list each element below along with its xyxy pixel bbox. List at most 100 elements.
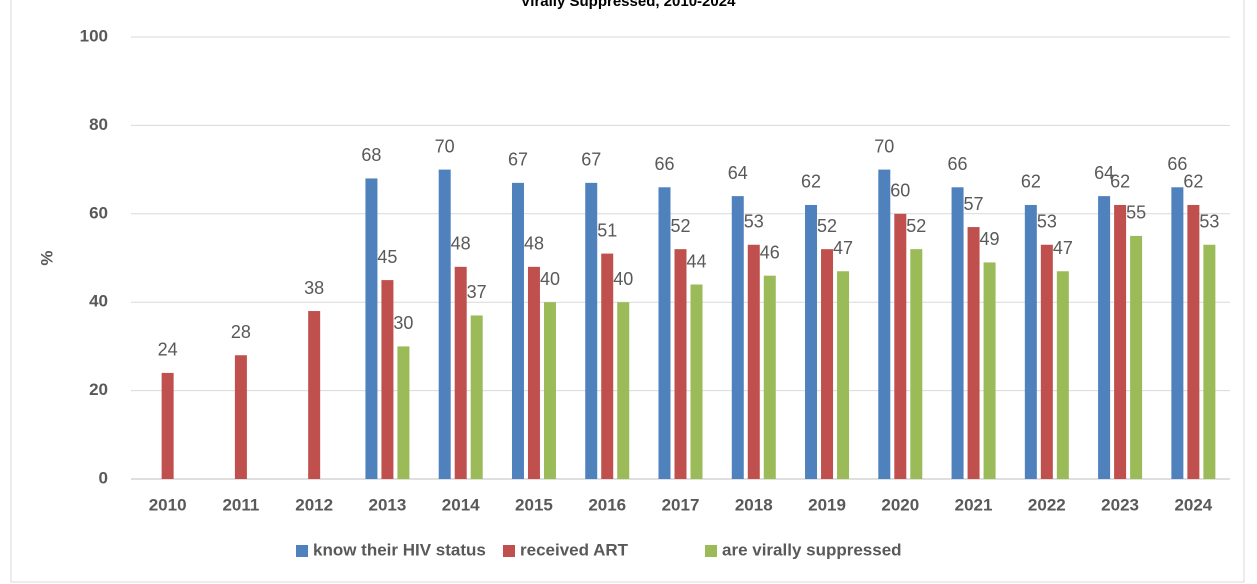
y-axis-label: % bbox=[37, 250, 56, 265]
bar bbox=[543, 302, 556, 479]
legend-swatch bbox=[705, 545, 717, 557]
bar bbox=[1040, 244, 1053, 479]
data-label: 38 bbox=[304, 278, 324, 298]
data-label: 40 bbox=[540, 269, 560, 289]
data-label: 49 bbox=[980, 229, 1000, 249]
bar bbox=[1024, 204, 1037, 479]
data-label: 24 bbox=[158, 340, 178, 360]
data-label: 55 bbox=[1126, 203, 1146, 223]
x-tick-label: 2010 bbox=[149, 495, 187, 514]
y-tick-label: 100 bbox=[80, 26, 108, 45]
data-label: 52 bbox=[906, 216, 926, 236]
data-label: 68 bbox=[361, 145, 381, 165]
y-tick-label: 60 bbox=[89, 203, 108, 222]
bar bbox=[381, 280, 394, 479]
bar bbox=[731, 196, 744, 479]
data-label: 53 bbox=[744, 211, 764, 231]
bar bbox=[511, 182, 524, 480]
bar bbox=[983, 262, 996, 479]
bar bbox=[747, 244, 760, 479]
data-label: 47 bbox=[833, 238, 853, 258]
y-tick-label: 80 bbox=[89, 115, 108, 134]
bar bbox=[438, 169, 451, 479]
bar bbox=[1056, 271, 1069, 479]
data-label: 53 bbox=[1199, 211, 1219, 231]
x-tick-label: 2021 bbox=[955, 495, 993, 514]
data-label: 45 bbox=[377, 247, 397, 267]
legend-swatch bbox=[296, 545, 308, 557]
data-label: 44 bbox=[686, 251, 706, 271]
bar bbox=[837, 271, 850, 479]
bar bbox=[1098, 196, 1111, 479]
data-label: 62 bbox=[1110, 172, 1130, 192]
bar bbox=[527, 266, 540, 479]
data-label: 30 bbox=[393, 313, 413, 333]
y-tick-label: 40 bbox=[89, 292, 108, 311]
data-label: 37 bbox=[467, 282, 487, 302]
chart-title: Virally Suppressed, 2010-2024 bbox=[521, 0, 737, 10]
data-label: 40 bbox=[613, 269, 633, 289]
data-label: 70 bbox=[874, 136, 894, 156]
legend-label: know their HIV status bbox=[313, 540, 486, 559]
data-label: 67 bbox=[508, 150, 528, 170]
x-tick-label: 2024 bbox=[1174, 495, 1212, 514]
bar bbox=[674, 249, 687, 479]
data-label: 62 bbox=[1021, 172, 1041, 192]
bar bbox=[658, 187, 671, 479]
x-tick-label: 2020 bbox=[881, 495, 919, 514]
data-label: 46 bbox=[760, 242, 780, 262]
bar bbox=[805, 204, 818, 479]
data-label: 51 bbox=[597, 220, 617, 240]
x-tick-label: 2012 bbox=[295, 495, 333, 514]
x-tick-label: 2017 bbox=[662, 495, 700, 514]
x-tick-label: 2019 bbox=[808, 495, 846, 514]
bar bbox=[951, 187, 964, 479]
data-label: 60 bbox=[890, 181, 910, 201]
data-label: 62 bbox=[801, 172, 821, 192]
data-label: 48 bbox=[451, 234, 471, 254]
x-tick-label: 2014 bbox=[442, 495, 480, 514]
x-tick-label: 2023 bbox=[1101, 495, 1139, 514]
bar bbox=[308, 311, 321, 479]
bar bbox=[821, 249, 834, 479]
x-tick-label: 2022 bbox=[1028, 495, 1066, 514]
data-label: 64 bbox=[728, 163, 748, 183]
y-tick-label: 20 bbox=[89, 380, 108, 399]
legend-label: received ART bbox=[520, 540, 629, 559]
data-label: 64 bbox=[1094, 163, 1114, 183]
bar bbox=[234, 355, 247, 479]
bar bbox=[878, 169, 891, 479]
data-label: 48 bbox=[524, 234, 544, 254]
bar bbox=[161, 372, 174, 479]
bar bbox=[690, 284, 703, 479]
bar bbox=[1171, 187, 1184, 479]
bar bbox=[967, 227, 980, 479]
bar bbox=[454, 266, 467, 479]
bar bbox=[894, 213, 907, 480]
bar bbox=[1187, 204, 1200, 479]
data-label: 66 bbox=[1167, 154, 1187, 174]
data-label: 62 bbox=[1183, 172, 1203, 192]
legend-swatch bbox=[503, 545, 515, 557]
data-label: 66 bbox=[654, 154, 674, 174]
legend-label: are virally suppressed bbox=[722, 540, 902, 559]
x-tick-label: 2015 bbox=[515, 495, 553, 514]
bar bbox=[601, 253, 614, 479]
bar bbox=[617, 302, 630, 479]
x-tick-label: 2011 bbox=[222, 495, 259, 514]
chart-frame bbox=[10, 0, 1245, 583]
data-label: 52 bbox=[670, 216, 690, 236]
bar bbox=[470, 315, 483, 479]
x-tick-label: 2016 bbox=[588, 495, 626, 514]
y-tick-label: 0 bbox=[99, 468, 108, 487]
bar bbox=[585, 182, 598, 480]
bar bbox=[365, 178, 378, 479]
data-label: 66 bbox=[948, 154, 968, 174]
bar bbox=[763, 275, 776, 479]
data-label: 52 bbox=[817, 216, 837, 236]
data-label: 53 bbox=[1037, 211, 1057, 231]
bar bbox=[1203, 244, 1216, 479]
data-label: 47 bbox=[1053, 238, 1073, 258]
data-label: 57 bbox=[964, 194, 984, 214]
